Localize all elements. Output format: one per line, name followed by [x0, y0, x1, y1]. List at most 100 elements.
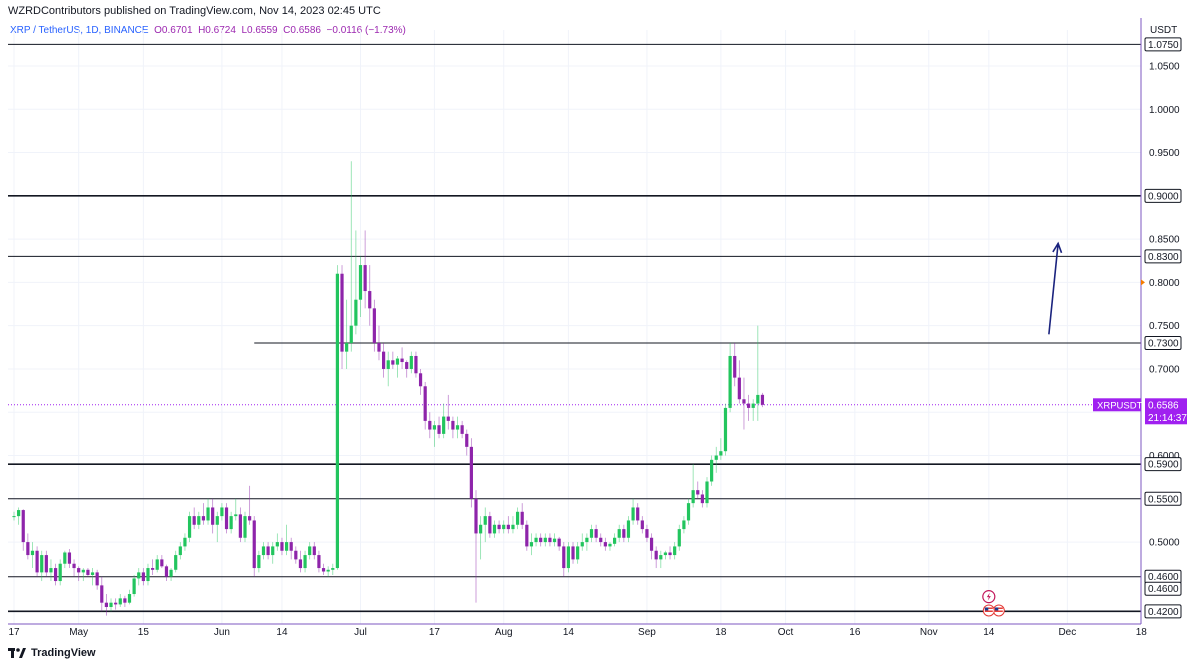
candle-body — [127, 594, 132, 603]
candle-body — [386, 360, 390, 369]
flag-canton — [984, 607, 989, 611]
candle-body — [44, 555, 48, 573]
symbol-tag-text: XRPUSDT — [1097, 400, 1143, 411]
currency-label[interactable]: USDT — [1150, 25, 1178, 36]
candle-body — [552, 538, 557, 543]
candle-body — [682, 520, 686, 530]
flag-stripe — [984, 610, 993, 612]
candle-body — [252, 520, 256, 569]
candle-body — [321, 568, 326, 572]
level-label-text: 0.7300 — [1148, 338, 1179, 349]
level-label-text: 0.5500 — [1148, 494, 1179, 505]
candles — [12, 161, 765, 616]
level-label-box — [1144, 335, 1182, 350]
candle-body — [294, 550, 298, 560]
candle-body — [169, 569, 173, 577]
candle-body — [539, 537, 543, 543]
candle-body — [261, 546, 266, 556]
candle-body — [599, 537, 603, 543]
candle-body — [608, 543, 612, 547]
level-label-text: 0.8300 — [1148, 252, 1179, 263]
trend-arrow[interactable] — [1048, 241, 1063, 335]
price-axis[interactable]: 0.50000.55000.60000.65000.70000.75000.80… — [1140, 18, 1180, 624]
horizontal-levels[interactable] — [8, 43, 1141, 613]
candle-body — [243, 516, 247, 538]
grid — [8, 30, 1141, 624]
publish-info: WZRDContributors published on TradingVie… — [8, 5, 381, 17]
candle-body — [710, 459, 714, 482]
candle-body — [49, 568, 53, 573]
candle-body — [418, 373, 423, 387]
candle-body — [474, 498, 478, 534]
candle-body — [354, 299, 358, 326]
candle-body — [742, 399, 746, 404]
time-tick-label: 15 — [138, 627, 150, 638]
alert-marker — [1141, 279, 1145, 286]
tradingview-logo[interactable]: TradingView — [8, 647, 96, 659]
candle-body — [257, 555, 261, 569]
candle-body — [197, 516, 201, 525]
candle-body — [442, 416, 446, 434]
candle-body — [631, 507, 635, 521]
level-labels: 1.0750 0.9000 0.8300 0.7300 0.5900 0.5500 0.46… — [1093, 37, 1187, 619]
candle-body — [229, 516, 233, 530]
candle-body — [363, 265, 367, 292]
open-value: O0.6701 — [154, 25, 193, 36]
candle-body — [155, 559, 159, 570]
candle-body — [174, 555, 178, 570]
level-label-box — [1144, 249, 1182, 264]
price-tick-label: 0.5000 — [1149, 538, 1180, 549]
candle-body — [446, 416, 450, 421]
candle-body — [63, 552, 67, 564]
flag-stripe — [984, 607, 993, 609]
candle-body — [215, 516, 219, 525]
event-markers[interactable] — [982, 590, 1005, 617]
candle-body — [622, 529, 626, 538]
change-value: −0.0116 (−1.73%) — [326, 25, 406, 36]
time-tick-label: Nov — [920, 627, 938, 638]
candle-body — [691, 490, 695, 504]
candle-body — [137, 572, 141, 579]
candle-body — [455, 425, 460, 430]
candle-body — [224, 507, 229, 530]
candle-body — [17, 510, 21, 517]
level-label-box — [1144, 604, 1182, 619]
flag-stripe — [994, 607, 1003, 609]
price-tick-label: 1.0000 — [1149, 105, 1180, 116]
candle-body — [696, 490, 700, 495]
candle-body — [626, 520, 631, 538]
time-tick-label: Aug — [495, 627, 513, 638]
last-price-value: 0.6586 — [1148, 400, 1179, 411]
candle-body — [617, 529, 621, 538]
candle-body — [705, 481, 709, 504]
candle-body — [358, 265, 363, 300]
level-label-text: 0.4600 — [1148, 584, 1179, 595]
candle-body — [515, 511, 520, 525]
candle-body — [746, 403, 751, 408]
candle-body — [280, 542, 284, 551]
candle-body — [368, 291, 372, 309]
candle-body — [525, 524, 529, 547]
candle-body — [90, 572, 95, 575]
candle-body — [77, 568, 81, 573]
close-value: C0.6586 — [283, 25, 321, 36]
candle-body — [206, 507, 210, 521]
candle-body — [400, 358, 404, 363]
candle-body — [132, 578, 136, 595]
time-tick-label: 18 — [1136, 627, 1148, 638]
candle-body — [428, 420, 432, 430]
candle-body — [349, 325, 353, 343]
candle-body — [114, 602, 118, 605]
candle-body — [451, 420, 455, 430]
candle-body — [30, 550, 35, 556]
candle-body — [557, 538, 561, 547]
lightning-bolt — [986, 592, 991, 601]
time-axis[interactable]: 17 May 15 Jun 14 Jul 17 Aug 14 Sep 18 Oct 16 Nov 14 Dec… — [8, 623, 1199, 638]
level-label-box — [1144, 457, 1182, 472]
candle-body — [26, 542, 30, 556]
candle-body — [686, 503, 691, 521]
candle-body — [58, 563, 62, 582]
candle-body — [673, 546, 677, 556]
level-label-box — [1144, 37, 1182, 52]
